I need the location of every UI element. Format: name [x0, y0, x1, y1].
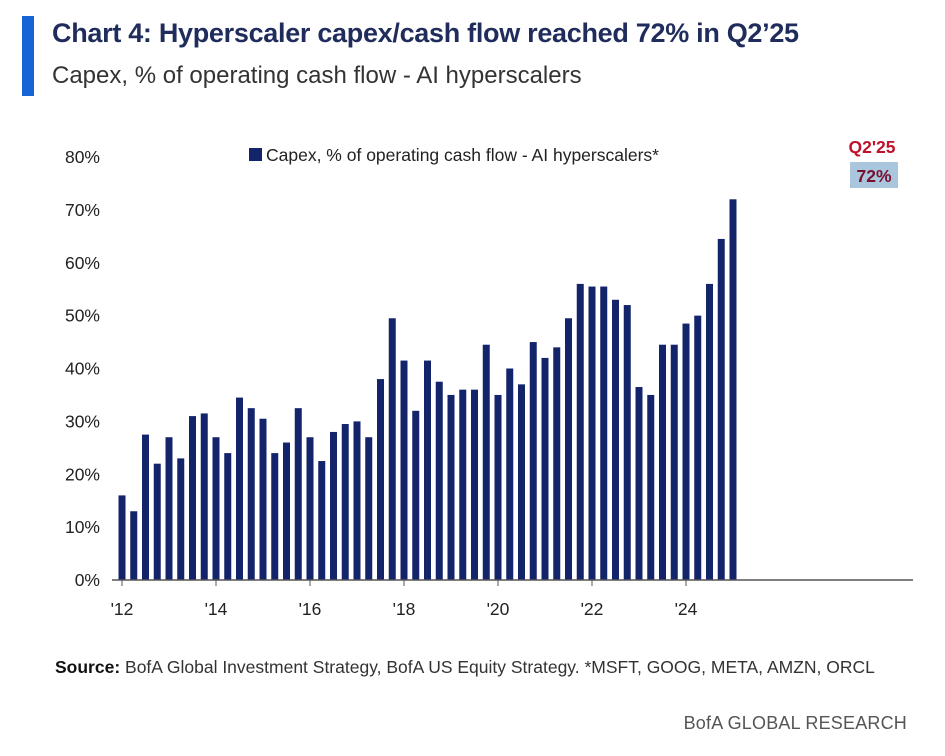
bar [412, 410, 420, 580]
y-tick-label: 80% [65, 147, 100, 167]
bar [694, 315, 702, 581]
bar [118, 495, 126, 580]
bar [294, 408, 302, 580]
bar [541, 357, 549, 580]
bar [200, 413, 208, 580]
bar [494, 394, 502, 580]
bar [659, 344, 666, 580]
bar [553, 347, 561, 580]
bar [236, 397, 243, 580]
bar [130, 511, 138, 580]
bar [506, 368, 514, 580]
bar [518, 384, 525, 580]
x-tick-label: '16 [299, 599, 322, 619]
accent-bar [22, 16, 34, 96]
annotation-box [850, 162, 898, 188]
bar [388, 318, 396, 580]
bar [670, 344, 678, 580]
bar [341, 424, 349, 580]
source-label: Source: [55, 657, 121, 677]
x-tick-label: '14 [205, 599, 228, 619]
bar [189, 416, 196, 580]
bar [588, 286, 596, 580]
bar [247, 408, 255, 580]
annotation-period: Q2'25 [849, 137, 896, 157]
bar [165, 437, 173, 580]
bar [471, 389, 478, 580]
bar [306, 437, 314, 580]
bar [330, 431, 337, 580]
bar [565, 318, 572, 580]
bar [729, 199, 737, 581]
bar [400, 360, 408, 580]
y-axis: 0% 10% 20% 30% 40% 50% 60% 70% 80% [65, 147, 100, 590]
y-tick-label: 10% [65, 517, 100, 537]
bar [435, 381, 443, 580]
y-tick-label: 40% [65, 359, 100, 379]
y-tick-label: 60% [65, 253, 100, 273]
chart-title: Chart 4: Hyperscaler capex/cash flow rea… [52, 18, 799, 48]
bar [706, 283, 713, 580]
y-tick-label: 50% [65, 306, 100, 326]
bar [365, 437, 373, 580]
bar [224, 453, 232, 580]
bar [623, 305, 631, 580]
annotation: Q2'25 72% [849, 137, 898, 188]
bar [153, 463, 161, 580]
bar [283, 442, 290, 580]
bar [717, 238, 725, 580]
y-tick-label: 30% [65, 411, 100, 431]
chart-subtitle: Capex, % of operating cash flow - AI hyp… [52, 62, 582, 89]
brand-label: BofA GLOBAL RESEARCH [683, 713, 907, 733]
x-axis: '12 '14 '16 '18 '20 '22 '24 [111, 580, 698, 619]
bar [647, 394, 655, 580]
legend-label: Capex, % of operating cash flow - AI hyp… [266, 145, 659, 165]
y-tick-label: 70% [65, 200, 100, 220]
bar [353, 421, 361, 581]
bar [576, 283, 584, 580]
x-tick-label: '12 [111, 599, 134, 619]
source-note: Source: BofA Global Investment Strategy,… [55, 654, 915, 680]
bar [377, 379, 384, 580]
bar [612, 299, 619, 580]
y-tick-label: 20% [65, 464, 100, 484]
bar [447, 394, 455, 580]
bar [259, 418, 267, 580]
source-text: BofA Global Investment Strategy, BofA US… [125, 657, 875, 677]
annotation-value: 72% [856, 166, 891, 186]
x-tick-label: '22 [581, 599, 604, 619]
bar [635, 387, 643, 580]
bar [212, 437, 220, 580]
legend: Capex, % of operating cash flow - AI hyp… [249, 145, 659, 165]
bar [459, 389, 467, 580]
bar [424, 360, 431, 580]
bar [600, 286, 608, 580]
y-tick-label: 0% [75, 570, 100, 590]
bar [482, 344, 490, 580]
bar [318, 461, 326, 580]
bar [682, 323, 690, 580]
bar [529, 342, 537, 580]
bar-series [118, 199, 737, 581]
legend-swatch [249, 148, 262, 161]
bar [271, 453, 279, 580]
x-tick-label: '24 [675, 599, 698, 619]
bar-chart: 0%10%20%30%40%50%60%70%80% '12'14'16'18 '… [65, 137, 913, 619]
x-tick-label: '20 [487, 599, 510, 619]
x-tick-label: '18 [393, 599, 416, 619]
bar [177, 458, 185, 580]
bar [142, 434, 149, 580]
